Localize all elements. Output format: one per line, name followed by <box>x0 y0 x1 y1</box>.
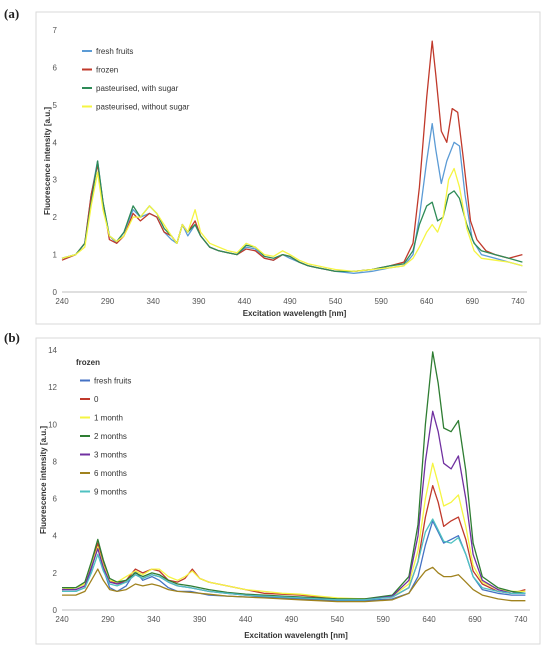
x-tick-label: 640 <box>422 615 436 624</box>
x-tick-label: 740 <box>511 297 525 306</box>
legend-entry: 1 month <box>94 414 123 423</box>
y-axis-title: Fluorescence intensity [a.u.] <box>43 107 52 215</box>
y-tick-label: 3 <box>53 176 58 185</box>
legend-entry: 2 months <box>94 432 127 441</box>
x-axis-title: Excitation wavelength [nm] <box>243 309 347 318</box>
x-tick-label: 690 <box>466 297 480 306</box>
y-tick-label: 6 <box>53 63 58 72</box>
x-tick-label: 390 <box>193 615 207 624</box>
legend-entry: frozen <box>96 66 118 75</box>
legend-entry: pasteurised, without sugar <box>96 103 190 112</box>
x-tick-label: 740 <box>514 615 528 624</box>
series-line-frozen <box>61 40 523 273</box>
legend-entry: 0 <box>94 395 99 404</box>
y-tick-label: 8 <box>53 457 58 466</box>
y-tick-label: 5 <box>53 101 58 110</box>
y-tick-label: 7 <box>53 26 58 35</box>
x-tick-label: 290 <box>101 615 115 624</box>
series-line-pasteurised-without-sugar <box>61 167 523 273</box>
panel-a-frame <box>35 11 541 325</box>
x-tick-label: 490 <box>285 615 299 624</box>
series-line-2-months <box>62 351 526 600</box>
panel-b-frame <box>35 337 541 645</box>
y-tick-label: 0 <box>53 606 58 615</box>
panel-a-chart: 0 1 2 3 4 5 6 7 240 290 340 390 440 490 540 590 640 690 74… <box>43 26 527 318</box>
series-line-fresh-fruits <box>62 520 526 602</box>
x-tick-label: 240 <box>55 615 69 624</box>
y-tick-label: 4 <box>53 138 58 147</box>
y-tick-label: 6 <box>53 495 58 504</box>
y-axis-title: Fluorescence intensity [a.u.] <box>39 426 48 534</box>
panel-b-label: (b) <box>4 330 20 345</box>
series-line-fresh-fruits <box>61 122 523 274</box>
panel-b-chart: 0 2 4 6 8 10 12 14 240 290 340 390 440 490 540 590 640 69… <box>39 346 530 640</box>
series-line-9-months <box>62 518 526 601</box>
legend-entry: 6 months <box>94 469 127 478</box>
legend-entry: fresh fruits <box>96 47 133 56</box>
x-tick-label: 440 <box>238 297 252 306</box>
x-tick-label: 640 <box>420 297 434 306</box>
x-tick-label: 590 <box>374 297 388 306</box>
x-tick-label: 240 <box>55 297 69 306</box>
x-tick-label: 340 <box>147 615 161 624</box>
x-tick-label: 540 <box>329 297 343 306</box>
x-tick-label: 490 <box>283 297 297 306</box>
y-tick-label: 1 <box>53 251 58 260</box>
series-line-0 <box>61 484 526 600</box>
y-tick-label: 2 <box>53 213 58 222</box>
series-line-3-months <box>62 410 526 601</box>
legend-entry: 9 months <box>94 488 127 497</box>
series-line-6-months <box>62 566 526 603</box>
legend-heading: frozen <box>76 358 100 367</box>
y-tick-label: 14 <box>48 346 57 355</box>
y-tick-label: 12 <box>48 383 57 392</box>
legend-entry: 3 months <box>94 451 127 460</box>
x-tick-label: 390 <box>192 297 206 306</box>
y-tick-label: 0 <box>53 288 58 297</box>
y-tick-label: 2 <box>53 569 58 578</box>
y-tick-label: 4 <box>53 532 58 541</box>
x-tick-label: 590 <box>376 615 390 624</box>
y-tick-label: 10 <box>48 420 57 429</box>
x-tick-label: 290 <box>101 297 115 306</box>
legend-entry: fresh fruits <box>94 377 131 386</box>
x-tick-label: 440 <box>239 615 253 624</box>
x-tick-label: 690 <box>468 615 482 624</box>
x-tick-label: 340 <box>146 297 160 306</box>
legend-entry: pasteurised, with sugar <box>96 84 179 93</box>
x-tick-label: 540 <box>331 615 345 624</box>
x-axis-title: Excitation wavelength [nm] <box>244 631 348 640</box>
panel-a-label: (a) <box>4 6 20 21</box>
